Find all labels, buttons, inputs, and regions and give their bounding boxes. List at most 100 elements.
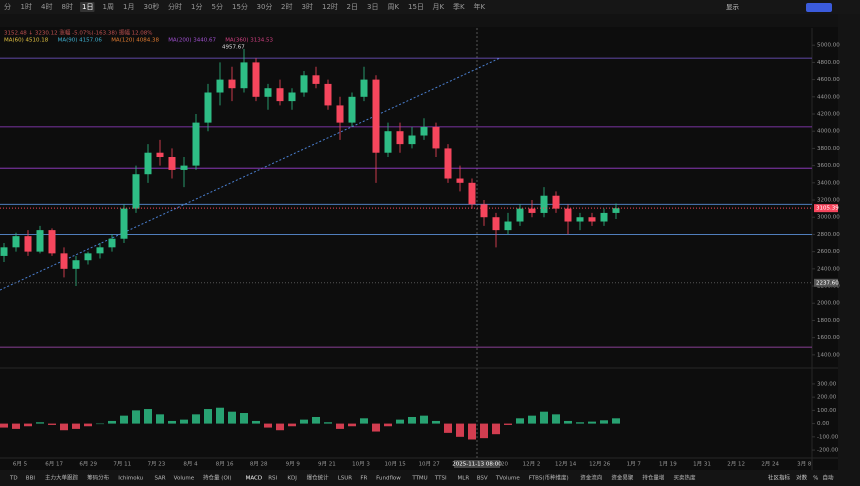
macd-bar [468, 423, 476, 440]
indicator-tab[interactable]: 买卖热度 [674, 474, 697, 482]
timeframe-tab[interactable]: 1周 [103, 3, 114, 11]
x-tick-label: 1月 7 [627, 461, 642, 468]
ma-legend: MA(90) 4157.06 [58, 38, 103, 44]
candle-body [300, 75, 308, 93]
x-tick-label: 6月 5 [13, 461, 28, 468]
candle-body [240, 62, 248, 89]
x-tick-label: 6月 29 [79, 461, 97, 468]
x-tick-label: 10月 3 [352, 461, 370, 468]
candle-body [528, 208, 536, 213]
candle-body [420, 126, 428, 136]
timeframe-tab[interactable]: 3日 [367, 3, 378, 11]
y-tick-label: 2400.00 [817, 266, 840, 272]
indicator-tab[interactable]: 持仓量增 [642, 474, 664, 482]
login-button[interactable] [806, 3, 832, 12]
macd-tick-label: 100.00 [817, 408, 837, 414]
indicator-tab[interactable]: FTBS(币种维度) [529, 474, 569, 482]
chart-option[interactable]: % [813, 476, 818, 482]
timeframe-tab[interactable]: 30分 [257, 2, 273, 11]
timeframe-tab[interactable]: 1分 [191, 2, 202, 11]
indicator-tab[interactable]: TTMU [411, 476, 427, 482]
timeframe-tab[interactable]: 2时 [281, 2, 292, 11]
macd-bar [108, 420, 116, 424]
macd-bar [576, 422, 584, 424]
macd-bar [96, 423, 104, 425]
timeframe-tab[interactable]: 季K [453, 2, 465, 11]
timeframe-tab[interactable]: 12时 [322, 2, 338, 11]
candle-body [552, 195, 560, 209]
timeframe-tab[interactable]: 15分 [232, 2, 248, 11]
indicator-tab[interactable]: BBI [26, 476, 36, 482]
indicator-tab[interactable]: 主力大单跟踪 [45, 474, 79, 482]
timeframe-tab[interactable]: 年K [474, 2, 486, 11]
toolbar-option[interactable]: 显示 [726, 3, 740, 11]
x-tick-label: 12月 26 [589, 461, 611, 468]
timeframe-tab[interactable]: 3时 [302, 2, 313, 11]
macd-bar [276, 423, 284, 431]
macd-bar [504, 423, 512, 425]
x-tick-label: 1月 19 [659, 461, 677, 468]
candle-body [516, 208, 524, 222]
indicator-tab[interactable]: TTSI [434, 476, 447, 482]
timeframe-tab[interactable]: 1时 [21, 2, 32, 11]
y-tick-label: 4000.00 [817, 129, 840, 135]
macd-bar [36, 422, 44, 424]
timeframe-tab[interactable]: 分时 [168, 2, 182, 11]
timeframe-tab[interactable]: 30秒 [144, 2, 160, 11]
indicator-tab[interactable]: Fundflow [376, 476, 401, 482]
timeframe-tab[interactable]: 4时 [41, 2, 52, 11]
timeframe-tab[interactable]: 月K [433, 3, 445, 11]
indicator-tab[interactable]: BSV [477, 476, 488, 482]
candle-body [156, 152, 164, 158]
macd-bar [612, 418, 620, 424]
y-tick-label: 4200.00 [817, 112, 840, 118]
indicator-tab[interactable]: LSUR [338, 476, 353, 482]
timeframe-tab[interactable]: 5分 [212, 2, 223, 11]
chart-option[interactable]: 对数 [796, 474, 808, 482]
price-marker-label: 3105.39 [816, 206, 839, 212]
indicator-tab[interactable]: TVolume [495, 476, 520, 482]
timeframe-tab[interactable]: 8时 [62, 2, 73, 11]
indicator-tab[interactable]: KDJ [287, 476, 297, 482]
candle-body [264, 88, 272, 97]
candle-body [396, 131, 404, 145]
candle-body [360, 79, 368, 97]
indicator-tab[interactable]: 筹码分布 [87, 474, 110, 482]
timeframe-tab[interactable]: 2日 [347, 3, 358, 11]
macd-tick-label: -100.00 [817, 434, 839, 440]
timeframe-tab[interactable]: 1月 [123, 3, 134, 11]
timeframe-tab[interactable]: 15日 [408, 3, 424, 11]
active-tab [80, 2, 95, 12]
macd-bar [132, 410, 140, 424]
indicator-tab[interactable]: 资金易聚 [611, 474, 634, 482]
x-tick-label: 6月 17 [45, 461, 63, 468]
indicator-tab[interactable]: SAR [154, 476, 165, 482]
indicator-tab[interactable]: MLR [458, 476, 470, 482]
indicator-tab[interactable]: FR [360, 476, 367, 482]
candle-body [192, 122, 200, 166]
chart-option[interactable]: 社区指标 [768, 474, 791, 482]
macd-bar [456, 423, 464, 437]
macd-bar [264, 423, 272, 428]
indicator-tab[interactable]: TD [9, 476, 18, 482]
y-tick-label: 3200.00 [817, 198, 840, 204]
candle-body [312, 75, 320, 84]
timeframe-tab[interactable]: 周K [388, 3, 400, 11]
macd-bar [540, 411, 548, 424]
indicator-tab[interactable]: Volume [174, 476, 195, 482]
macd-bar [24, 423, 32, 427]
indicator-tab[interactable]: MACD [246, 476, 263, 482]
timeframe-tab[interactable]: 分 [4, 2, 11, 11]
macd-bar [228, 411, 236, 424]
indicator-tab[interactable]: 资金流向 [580, 474, 602, 482]
ma-legend: MA(120) 4084.38 [111, 38, 159, 44]
indicator-tab[interactable]: 持仓量 (OI) [203, 474, 232, 482]
indicator-tab[interactable]: 爆仓统计 [307, 474, 330, 482]
indicator-tab[interactable]: RSI [268, 476, 277, 482]
indicator-tab[interactable]: Ichimoku [118, 476, 143, 482]
chart-option[interactable]: 自动 [823, 474, 835, 482]
timeframe-tab[interactable]: 1日 [82, 3, 93, 11]
macd-bar [600, 420, 608, 424]
